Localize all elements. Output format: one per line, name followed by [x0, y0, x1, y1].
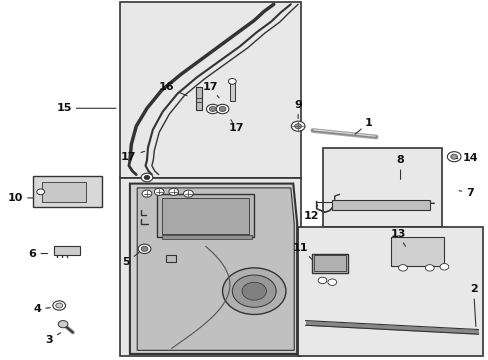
Circle shape	[183, 190, 193, 197]
Circle shape	[327, 279, 336, 285]
Text: 7: 7	[458, 188, 473, 198]
FancyBboxPatch shape	[322, 148, 441, 226]
Text: 13: 13	[389, 229, 405, 246]
Text: 4: 4	[33, 304, 50, 314]
Text: 17: 17	[121, 151, 144, 162]
Circle shape	[168, 188, 178, 195]
Text: 11: 11	[292, 243, 312, 260]
Circle shape	[37, 189, 44, 195]
Text: 12: 12	[304, 205, 319, 221]
Circle shape	[242, 282, 266, 300]
Text: 9: 9	[294, 100, 302, 118]
Circle shape	[232, 275, 276, 307]
Circle shape	[138, 244, 151, 253]
FancyBboxPatch shape	[120, 178, 300, 356]
Text: 14: 14	[456, 153, 477, 163]
FancyBboxPatch shape	[390, 237, 444, 266]
Text: 2: 2	[469, 284, 477, 327]
Text: 1: 1	[354, 118, 372, 134]
Circle shape	[222, 268, 285, 315]
Circle shape	[294, 124, 301, 129]
Text: 15: 15	[56, 103, 116, 113]
Circle shape	[291, 121, 305, 131]
FancyBboxPatch shape	[157, 194, 254, 237]
Circle shape	[144, 175, 150, 180]
Circle shape	[154, 188, 163, 195]
Circle shape	[216, 104, 228, 114]
Text: 8: 8	[396, 155, 404, 179]
Circle shape	[206, 104, 219, 114]
Circle shape	[425, 265, 433, 271]
FancyBboxPatch shape	[120, 3, 300, 178]
FancyBboxPatch shape	[161, 198, 249, 234]
Text: 10: 10	[8, 193, 33, 203]
Circle shape	[447, 152, 460, 162]
Circle shape	[439, 264, 448, 270]
Circle shape	[209, 107, 216, 112]
FancyBboxPatch shape	[331, 200, 429, 211]
FancyBboxPatch shape	[165, 255, 176, 262]
Circle shape	[58, 320, 68, 328]
Circle shape	[228, 78, 236, 84]
FancyBboxPatch shape	[314, 255, 345, 271]
FancyBboxPatch shape	[298, 226, 483, 356]
FancyBboxPatch shape	[195, 87, 201, 110]
Circle shape	[56, 303, 62, 308]
Circle shape	[53, 301, 65, 310]
Polygon shape	[137, 188, 294, 350]
Polygon shape	[130, 184, 297, 354]
Text: 17: 17	[228, 120, 244, 133]
Circle shape	[398, 265, 407, 271]
Circle shape	[141, 173, 153, 182]
Text: 6: 6	[28, 248, 48, 258]
Circle shape	[141, 246, 148, 251]
Circle shape	[219, 107, 225, 112]
Circle shape	[450, 154, 457, 159]
FancyBboxPatch shape	[229, 83, 234, 101]
Text: 5: 5	[122, 253, 139, 267]
Circle shape	[142, 190, 152, 197]
FancyBboxPatch shape	[311, 253, 347, 273]
Circle shape	[318, 277, 326, 284]
FancyBboxPatch shape	[42, 182, 86, 202]
Text: 3: 3	[45, 333, 61, 345]
Text: 16: 16	[158, 82, 187, 96]
FancyBboxPatch shape	[54, 246, 80, 255]
FancyBboxPatch shape	[33, 176, 102, 207]
FancyBboxPatch shape	[161, 235, 251, 239]
Text: 17: 17	[202, 82, 219, 98]
